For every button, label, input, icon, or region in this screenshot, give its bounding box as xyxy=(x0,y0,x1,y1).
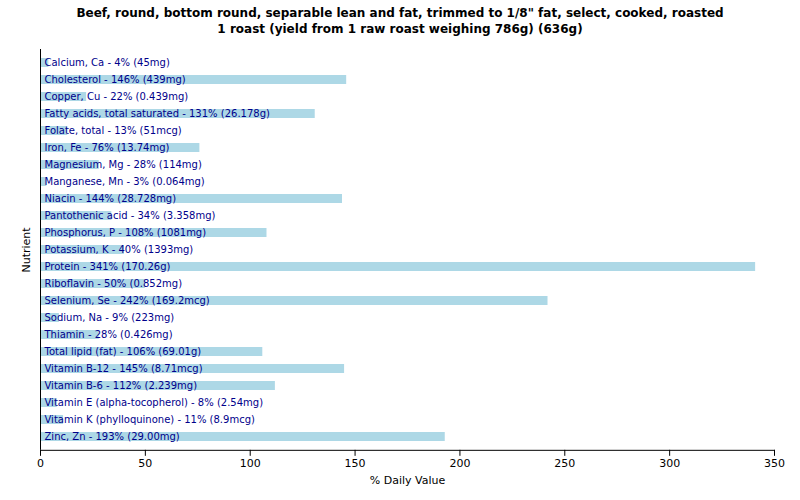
svg-text:Folate, total - 13% (51mcg): Folate, total - 13% (51mcg) xyxy=(45,125,182,136)
svg-text:Vitamin B-6 - 112% (2.239mg): Vitamin B-6 - 112% (2.239mg) xyxy=(45,380,198,391)
svg-text:200: 200 xyxy=(449,457,470,470)
svg-text:Zinc, Zn - 193% (29.00mg): Zinc, Zn - 193% (29.00mg) xyxy=(45,431,180,442)
svg-text:Sodium, Na - 9% (223mg): Sodium, Na - 9% (223mg) xyxy=(45,312,175,323)
svg-text:250: 250 xyxy=(554,457,575,470)
svg-text:Riboflavin - 50% (0.852mg): Riboflavin - 50% (0.852mg) xyxy=(45,278,183,289)
svg-text:Vitamin B-12 - 145% (8.71mcg): Vitamin B-12 - 145% (8.71mcg) xyxy=(45,363,203,374)
svg-text:Thiamin - 28% (0.426mg): Thiamin - 28% (0.426mg) xyxy=(44,329,173,340)
svg-text:300: 300 xyxy=(659,457,680,470)
svg-text:Manganese, Mn - 3% (0.064mg): Manganese, Mn - 3% (0.064mg) xyxy=(45,176,205,187)
svg-text:Protein - 341% (170.26g): Protein - 341% (170.26g) xyxy=(45,261,171,272)
svg-text:0: 0 xyxy=(37,457,44,470)
svg-text:Cholesterol - 146% (439mg): Cholesterol - 146% (439mg) xyxy=(45,74,186,85)
svg-text:% Daily Value: % Daily Value xyxy=(370,475,446,488)
svg-text:Vitamin E (alpha-tocopherol) -: Vitamin E (alpha-tocopherol) - 8% (2.54m… xyxy=(45,397,264,408)
svg-text:Phosphorus, P - 108% (1081mg): Phosphorus, P - 108% (1081mg) xyxy=(45,227,207,238)
svg-text:150: 150 xyxy=(345,457,366,470)
svg-text:Vitamin K (phylloquinone) - 11: Vitamin K (phylloquinone) - 11% (8.9mcg) xyxy=(45,414,255,425)
svg-text:Selenium, Se - 242% (169.2mcg): Selenium, Se - 242% (169.2mcg) xyxy=(45,295,210,306)
svg-text:Total lipid (fat) - 106% (69.0: Total lipid (fat) - 106% (69.01g) xyxy=(44,346,202,357)
html-text:Beef, round, bottom round, sep: Beef, round, bottom round, separable lea… xyxy=(76,6,724,36)
svg-text:Potassium, K - 40% (1393mg): Potassium, K - 40% (1393mg) xyxy=(45,244,194,255)
svg-text:Pantothenic acid - 34% (3.358m: Pantothenic acid - 34% (3.358mg) xyxy=(45,210,216,221)
svg-text:Iron, Fe - 76% (13.74mg): Iron, Fe - 76% (13.74mg) xyxy=(45,142,170,153)
svg-text:Calcium, Ca - 4% (45mg): Calcium, Ca - 4% (45mg) xyxy=(45,57,170,68)
svg-text:100: 100 xyxy=(240,457,261,470)
svg-text:Nutrient: Nutrient xyxy=(20,227,33,273)
svg-text:50: 50 xyxy=(138,457,152,470)
svg-text:Fatty acids, total saturated -: Fatty acids, total saturated - 131% (26.… xyxy=(45,108,270,119)
svg-text:350: 350 xyxy=(764,457,785,470)
svg-text:Magnesium, Mg - 28% (114mg): Magnesium, Mg - 28% (114mg) xyxy=(45,159,202,170)
svg-text:Niacin - 144% (28.728mg): Niacin - 144% (28.728mg) xyxy=(45,193,177,204)
svg-text:Copper, Cu - 22% (0.439mg): Copper, Cu - 22% (0.439mg) xyxy=(45,91,189,102)
